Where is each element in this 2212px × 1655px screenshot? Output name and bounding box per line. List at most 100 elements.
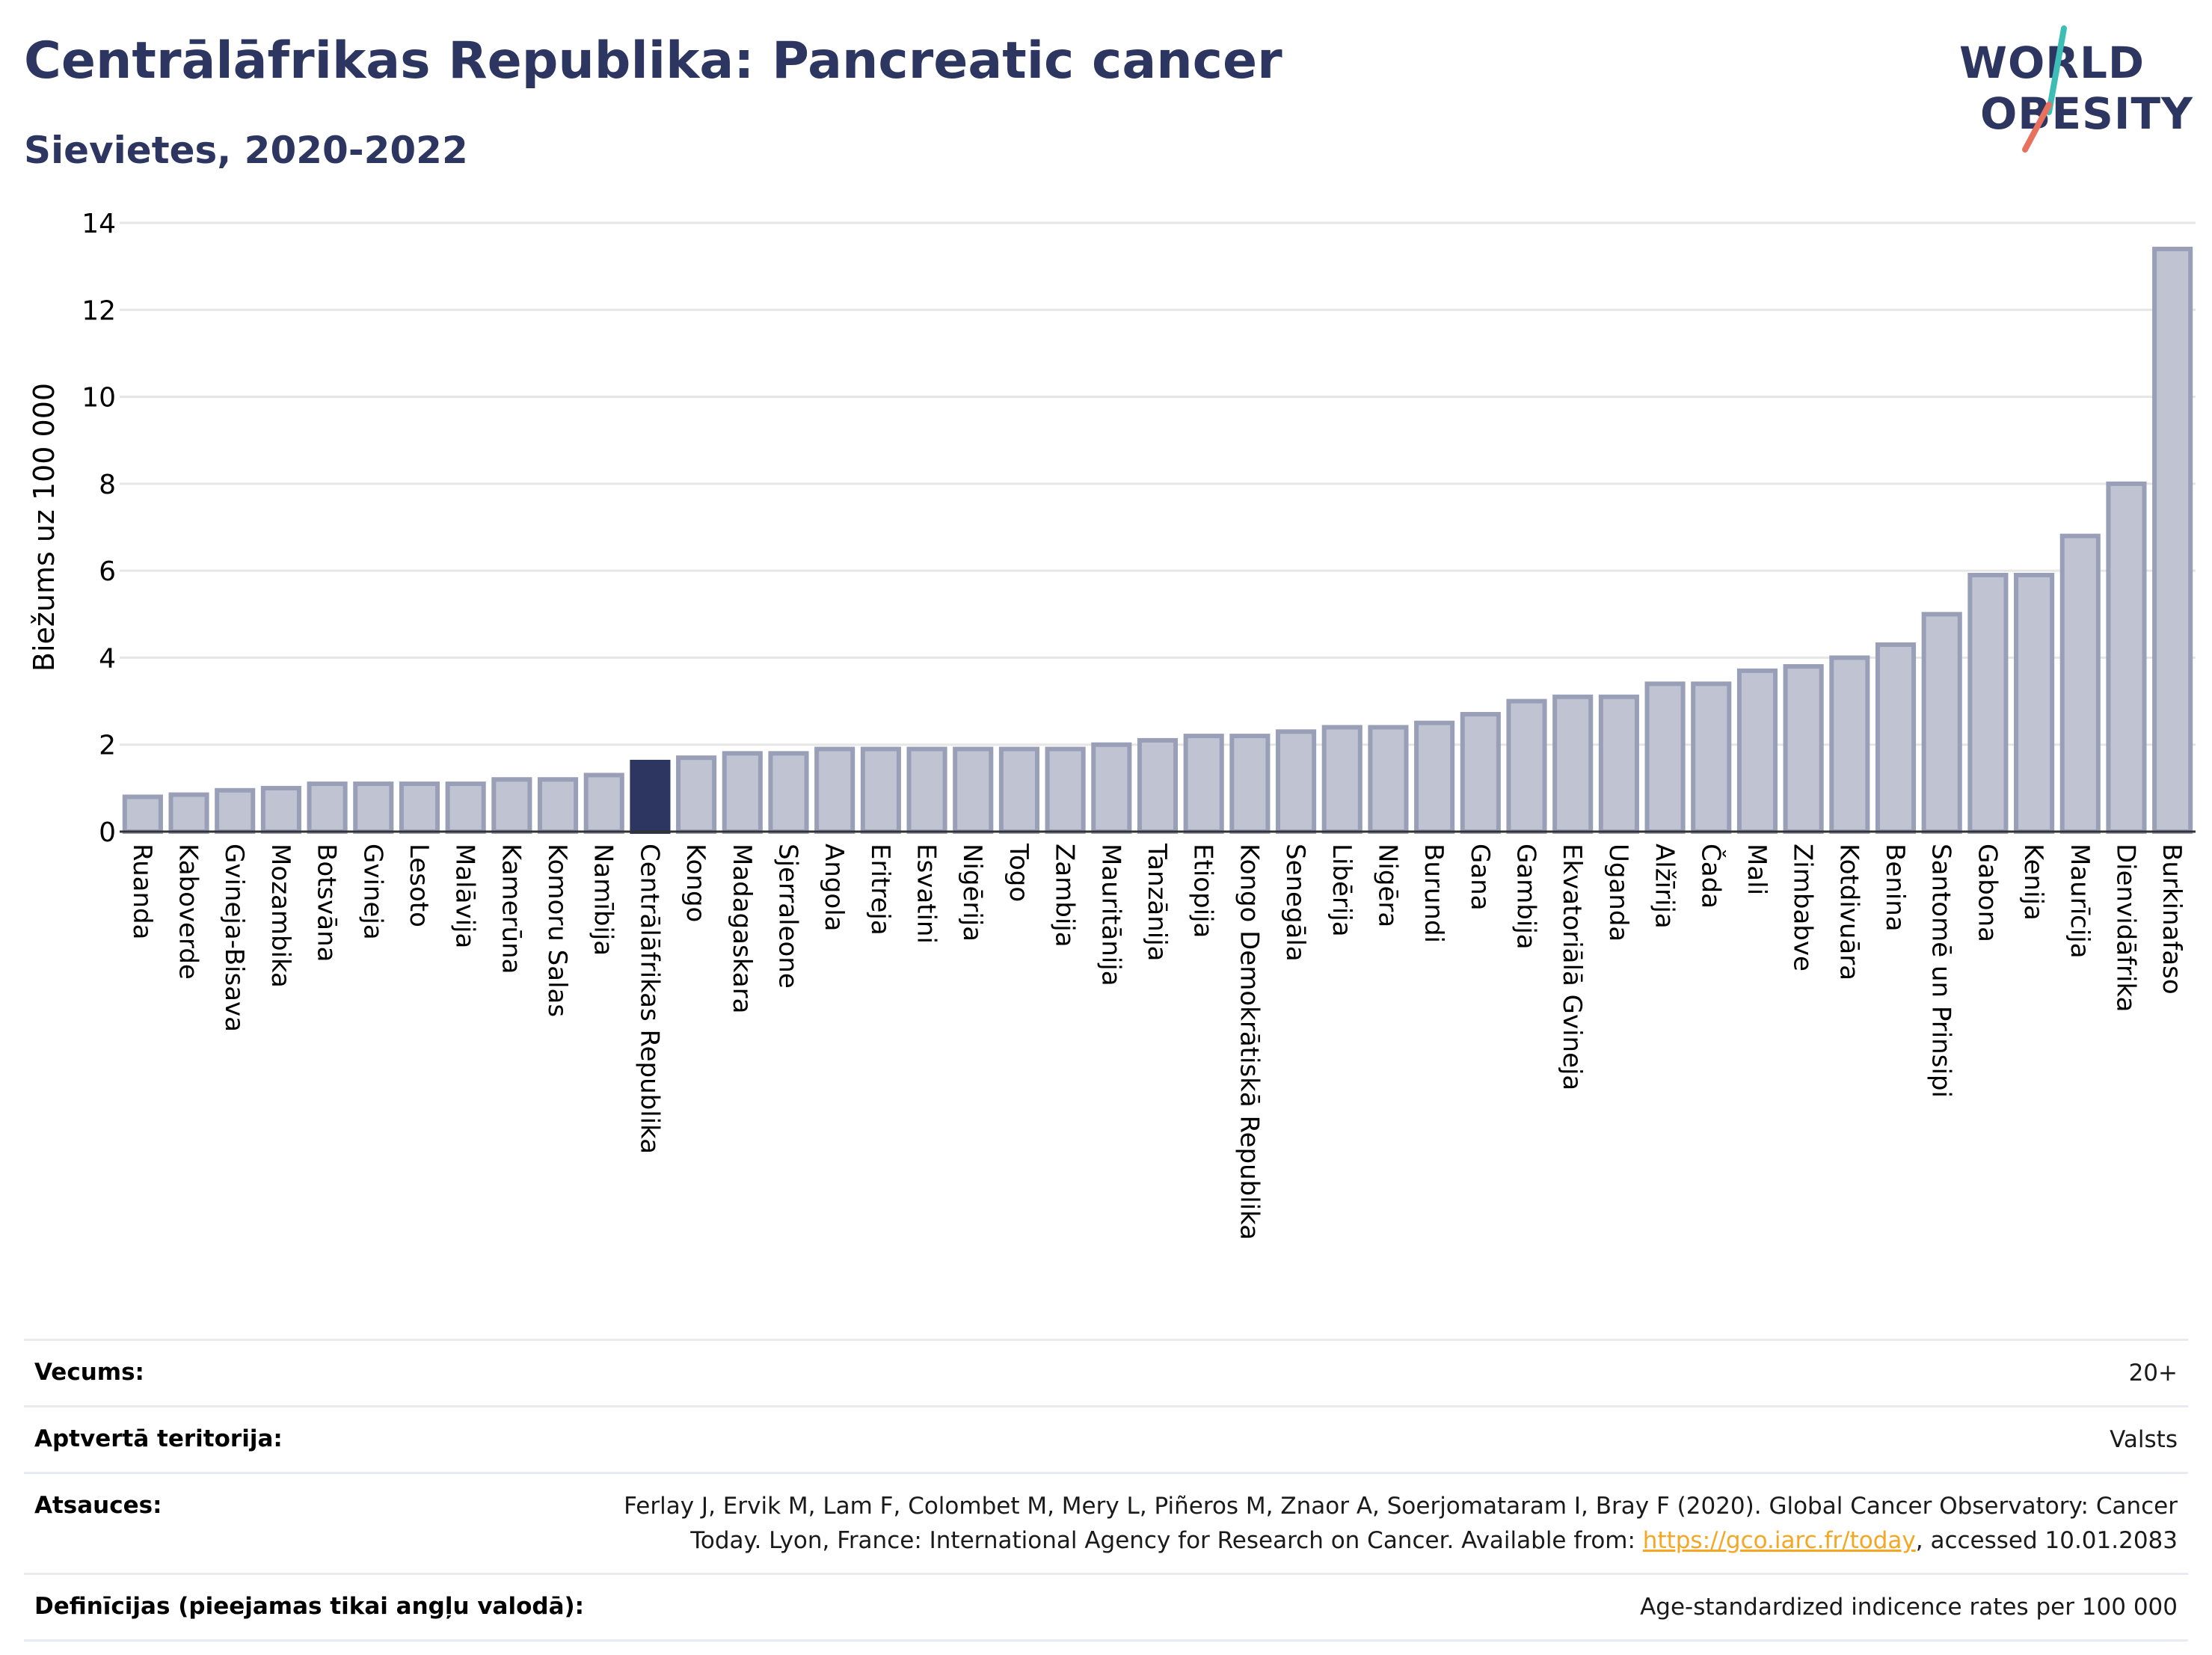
bar-uganda [1598,694,1639,834]
info-key-territory: Aptvertā teritorija: [34,1425,283,1452]
bar-mauritānija [1091,742,1132,835]
bar-angola [814,746,855,834]
x-tick-label: Kaboverde [173,844,203,980]
x-tick-label: Esvatini [912,844,941,944]
bar-etiopija [1183,734,1224,834]
x-tick-label: Kongo [681,844,710,922]
x-tick-label: Kongo Demokrātiskā Republika [1234,844,1264,1240]
bar-mozambika [260,785,301,834]
bar-gvineja [353,782,394,834]
x-tick-label: Nigēra [1372,844,1402,927]
info-value-territory: Valsts [2110,1426,2178,1453]
x-tick-label: Maurīcija [2065,844,2095,959]
info-value-age: 20+ [2128,1360,2178,1387]
bar-esvatini [906,746,947,834]
bar-gvineja-bisava [215,787,256,834]
x-tick-label: Burundi [1419,844,1448,943]
bar-kamerūna [491,777,532,835]
bar-ruanda [122,794,163,835]
x-tick-label: Libērija [1327,844,1357,937]
bar-kongo [676,755,717,835]
x-tick-label: Komoru Salas [542,844,572,1017]
bar-nigēra [1368,725,1409,835]
x-tick-label: Ruanda [127,844,157,939]
references-link[interactable]: https://gco.iarc.fr/today [1642,1527,1916,1554]
references-line-1: Ferlay J, Ervik M, Lam F, Colombet M, Me… [624,1493,2178,1520]
bar-chart: 0 2 4 6 8 10 12 14 Ruanda Kaboverde Gvineja-Bisav… [28,209,2196,1240]
bar-santomē-un-prinsipi [1921,612,1962,834]
bar-mali [1736,668,1778,834]
bar-eritreja [860,746,901,834]
x-tick-label: Etiopija [1188,844,1218,938]
x-tick-label: Gvineja [357,844,387,940]
x-tick-label: Kotdivuāra [1834,844,1864,980]
bars [122,246,2193,835]
bar-dienvidāfrika [2106,481,2147,834]
logo-line-1: WORLD [1959,37,2145,88]
x-tick-label: Mauritānija [1096,844,1125,986]
x-tick-label: Botsvāna [312,844,342,962]
bar-ekvatoriālā-gvineja [1552,694,1594,834]
bar-benina [1875,642,1917,834]
x-tick-label: Togo [1004,843,1033,902]
y-tick-label: 2 [99,731,116,761]
bar-madagaskara [722,751,763,834]
bar-burundi [1414,720,1455,835]
x-tick-label: Gvineja-Bisava [219,844,249,1032]
bar-libērija [1321,725,1362,835]
x-tick-label: Mali [1742,844,1772,895]
bar-tanzānija [1137,737,1179,835]
info-row-territory: Aptvertā teritorija: Valsts [24,1405,2188,1472]
bar-maurīcija [2059,533,2101,834]
x-tick-label: Čada [1695,844,1726,909]
info-row-age: Vecums: 20+ [24,1339,2188,1405]
info-key-references: Atsauces: [34,1492,162,1519]
x-tick-label: Zambija [1050,844,1080,948]
x-tick-label: Santomē un Prinsipi [1926,844,1956,1098]
y-tick-label: 10 [82,383,116,414]
bar-namībija [583,773,624,835]
bar-komoru-salas [537,777,579,835]
info-value-references: Ferlay J, Ervik M, Lam F, Colombet M, Me… [34,1474,2178,1573]
bar-nigērija [953,746,994,834]
bar-kaboverde [168,792,209,834]
bar-malāvija [445,782,486,834]
chart-title: Centrālāfrikas Republika: Pancreatic can… [24,31,1282,90]
bar-sjerraleone [768,751,809,834]
x-tick-label: Zimbabve [1788,844,1818,971]
info-row-references: Atsauces: Ferlay J, Ervik M, Lam F, Colo… [24,1472,2188,1573]
bar-burkinafaso [2152,246,2193,834]
x-tick-label: Alžīrija [1650,844,1680,929]
x-tick-label: Kenija [2018,844,2048,921]
x-tick-label: Angola [819,844,849,931]
y-tick-label: 12 [82,295,116,326]
x-tick-label: Senegāla [1280,844,1310,962]
x-tick-label: Uganda [1603,844,1633,942]
bar-kenija [2014,572,2055,834]
x-tick-label: Sjerraleone [772,844,802,989]
bar-botsvāna [307,782,348,834]
x-tick-label: Centrālāfrikas Republika [634,844,664,1154]
y-tick-label: 4 [99,643,116,674]
y-tick-label: 6 [99,556,116,587]
info-table: Vecums: 20+ Aptvertā teritorija: Valsts … [24,1339,2188,1642]
x-tick-label: Burkinafaso [2157,844,2187,995]
x-tick-label: Nigērija [957,844,987,942]
bar-senegāla [1276,729,1317,834]
y-tick-label: 14 [82,209,116,239]
bar-togo [998,746,1039,834]
info-row-definitions: Definīcijas (pieejamas tikai angļu valod… [24,1573,2188,1642]
logo-slash-icon [2022,25,2067,153]
bar-gana [1460,712,1501,834]
world-obesity-logo: WORLD OBESITY [1944,22,2199,165]
x-tick-label: Gabona [1972,844,2002,942]
x-tick-label: Namībija [589,844,618,956]
y-tick-label: 8 [99,470,116,500]
x-tick-label: Madagaskara [727,844,757,1013]
references-line-2: Today. Lyon, France: International Agenc… [690,1527,1643,1554]
bar-čada [1691,681,1732,834]
x-tick-label: Malāvija [450,844,480,948]
chart-subtitle: Sievietes, 2020-2022 [24,129,468,172]
bar-gambija [1506,698,1547,834]
bar-kongo-demokrātiskā-republika [1229,734,1271,834]
